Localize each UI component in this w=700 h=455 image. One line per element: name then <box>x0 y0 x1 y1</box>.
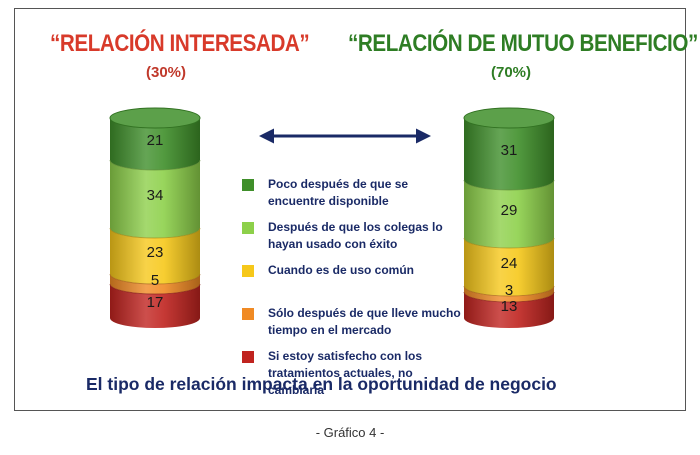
legend-swatch-4 <box>242 308 254 320</box>
segment-edge-1-5 <box>109 283 201 295</box>
cylinder-top-2 <box>463 107 555 129</box>
legend-item-5: Si estoy satisfecho con los tratamientos… <box>242 348 462 397</box>
value-label-1-5: 17 <box>147 294 164 311</box>
legend-item-4: Sólo después de que lleve mucho tiempo e… <box>242 305 462 348</box>
title-right-percentage: (70%) <box>491 64 532 81</box>
legend-swatch-3 <box>242 265 254 277</box>
value-label-1-3: 23 <box>147 244 164 261</box>
segment-edge-1-4 <box>109 273 201 285</box>
title-left-percentage: (30%) <box>146 64 187 81</box>
legend-label-3: Cuando es de uso común <box>268 263 415 277</box>
chart-caption: El tipo de relación impacta en la oportu… <box>86 374 557 394</box>
legend-item-1: Poco después de que se encuentre disponi… <box>242 176 462 219</box>
value-label-2-1: 31 <box>501 142 518 159</box>
title-relacion-mutuo-beneficio: “RELACIÓN DE MUTUO BENEFICIO” <box>348 30 698 57</box>
value-label-2-2: 29 <box>501 202 518 219</box>
value-label-2-4: 3 <box>505 282 513 299</box>
legend-swatch-1 <box>242 179 254 191</box>
legend-item-3: Cuando es de uso común <box>242 262 462 305</box>
legend-item-2: Después de que los colegas lo hayan usad… <box>242 219 462 262</box>
segment-edge-1-3 <box>109 227 201 239</box>
segment-1-2 <box>110 160 200 238</box>
legend-label-5: Si estoy satisfecho con los tratamientos… <box>268 349 423 397</box>
legend-label-1: Poco después de que se encuentre disponi… <box>268 177 409 208</box>
segment-2-3 <box>464 238 554 296</box>
segment-1-5 <box>110 284 200 328</box>
value-label-2-3: 24 <box>501 255 518 272</box>
legend: Poco después de que se encuentre disponi… <box>242 176 462 397</box>
value-label-1-1: 21 <box>147 132 164 149</box>
cylinder-top-1 <box>109 107 201 129</box>
value-label-2-5: 13 <box>501 298 518 315</box>
figure-label: - Gráfico 4 - <box>315 425 385 440</box>
segment-edge-2-3 <box>463 237 555 249</box>
legend-label-4: Sólo después de que lleve mucho tiempo e… <box>268 306 461 337</box>
segment-edge-1-2 <box>109 159 201 171</box>
legend-swatch-5 <box>242 351 254 363</box>
value-label-1-4: 5 <box>151 272 159 289</box>
value-label-1-2: 34 <box>147 187 164 204</box>
segment-2-4 <box>464 286 554 302</box>
segment-1-1 <box>110 118 200 170</box>
title-relacion-interesada: “RELACIÓN INTERESADA” <box>50 30 310 57</box>
segment-edge-2-4 <box>463 285 555 297</box>
segment-2-1 <box>464 118 554 190</box>
segment-edge-2-5 <box>463 291 555 303</box>
segment-2-2 <box>464 180 554 248</box>
segment-1-3 <box>110 228 200 284</box>
cylinder-1: 21 34 23 5 17 <box>109 107 201 328</box>
legend-label-2: Después de que los colegas lo hayan usad… <box>268 220 443 251</box>
legend-swatch-2 <box>242 222 254 234</box>
cylinder-2: 31 29 24 313 <box>463 107 555 328</box>
segment-edge-2-2 <box>463 179 555 191</box>
